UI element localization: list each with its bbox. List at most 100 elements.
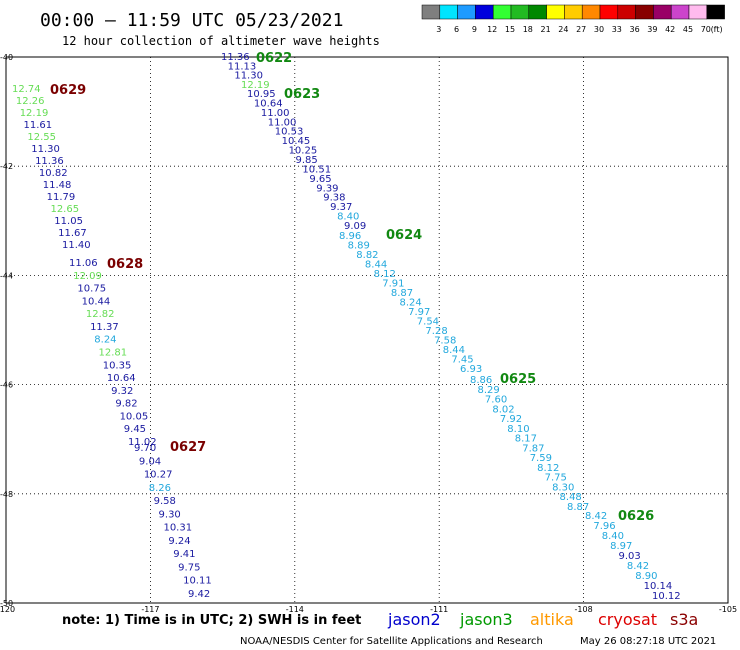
track-0628: 11.0612.0910.7510.4412.8211.378.2412.811…	[69, 257, 157, 448]
wave-height-value: 10.12	[652, 591, 681, 602]
wave-height-value: 11.00	[268, 117, 297, 128]
graticule	[6, 57, 728, 603]
legend-swatch	[421, 4, 441, 20]
wave-height-value: 10.75	[77, 284, 106, 295]
track-0624: 8.968.898.828.448.127.918.878.247.977.54…	[339, 228, 482, 375]
track-0626: 8.427.968.408.979.038.428.9010.1410.1206…	[585, 509, 681, 602]
legend-swatch	[706, 4, 725, 20]
legend-label: 33	[612, 25, 622, 34]
wave-height-value: 8.42	[627, 561, 649, 572]
legend-label: 9	[472, 25, 477, 34]
wave-height-value: 7.97	[408, 307, 430, 318]
wave-height-value: 8.26	[149, 483, 171, 494]
latitude-label: -50	[0, 599, 13, 608]
credit-text: NOAA/NESDIS Center for Satellite Applica…	[240, 636, 543, 647]
legend-swatch	[457, 4, 476, 20]
wave-height-value: 7.54	[417, 317, 439, 328]
wave-height-value: 10.35	[103, 360, 132, 371]
wave-height-value: 9.24	[168, 536, 190, 547]
wave-height-value: 9.70	[134, 443, 156, 454]
wave-height-value: 10.53	[275, 127, 304, 138]
track-0623: 10.9510.6411.0011.0010.5310.4510.259.851…	[247, 87, 366, 232]
legend-label: 3	[436, 25, 441, 34]
wave-height-value: 12.55	[27, 132, 56, 143]
latitude-label: -44	[0, 271, 13, 280]
wave-height-value: 8.02	[492, 404, 514, 415]
altimeter-tracks: 12.7412.2612.1911.6112.5511.3011.3610.82…	[12, 51, 681, 602]
wave-height-value: 9.03	[619, 551, 641, 562]
wave-height-value: 8.24	[400, 298, 422, 309]
wave-height-value: 6.93	[460, 364, 482, 375]
wave-height-value: 11.00	[261, 108, 290, 119]
wave-height-value: 9.39	[316, 183, 338, 194]
legend-label: 42	[665, 25, 675, 34]
satellite-name: jason3	[459, 610, 513, 629]
legend-swatch	[439, 4, 458, 20]
wave-height-value: 11.37	[90, 322, 119, 333]
legend-swatch	[528, 4, 547, 20]
wave-height-value: 9.30	[159, 509, 181, 520]
legend-label: 6	[454, 25, 459, 34]
wave-height-value: 8.10	[507, 424, 529, 435]
wave-height-value: 8.90	[635, 571, 657, 582]
wave-height-value: 10.25	[289, 146, 318, 157]
wave-height-value: 10.11	[183, 576, 212, 587]
longitude-label: -108	[575, 605, 593, 614]
wave-height-value: 9.09	[344, 221, 366, 232]
latitude-labels: -40 -42 -44 -46 -48 -50	[0, 53, 13, 608]
longitude-label: -111	[430, 605, 448, 614]
wave-height-value: 12.65	[50, 204, 79, 215]
wave-height-value: 11.05	[54, 216, 83, 227]
wave-height-value: 12.82	[86, 309, 115, 320]
wave-height-value: 12.81	[99, 348, 128, 359]
wave-height-value: 9.75	[178, 562, 200, 573]
wave-height-value: 8.40	[337, 212, 359, 223]
wave-height-value: 12.74	[12, 84, 41, 95]
legend-swatch	[581, 4, 601, 20]
pass-label: 0628	[107, 257, 143, 272]
legend-label: 21	[541, 25, 551, 34]
legend-label: 70	[701, 25, 711, 34]
plot-frame	[5, 56, 729, 604]
wave-height-value: 9.04	[139, 456, 161, 467]
legend-label: 39	[647, 25, 657, 34]
wave-height-value: 12.26	[16, 96, 45, 107]
wave-height-value: 11.06	[69, 258, 98, 269]
wave-height-value: 10.44	[82, 296, 111, 307]
plot-border	[5, 56, 729, 604]
track-0627: 9.70 9.04 10.27 8.26 9.58 9.30 10.31 9.24 9.41 9.…	[134, 440, 212, 600]
wave-height-value: 11.48	[43, 180, 72, 191]
wave-height-value: 12.19	[241, 80, 270, 91]
pass-label: 0629	[50, 83, 86, 98]
wave-height-value: 8.40	[602, 531, 624, 542]
wave-height-value: 8.29	[477, 385, 499, 396]
longitude-label: -120	[0, 605, 15, 614]
wave-height-value: 9.38	[323, 193, 345, 204]
wave-height-value: 12.19	[20, 108, 49, 119]
wave-height-value: 9.45	[124, 424, 146, 435]
legend-swatch	[617, 4, 636, 20]
wave-height-value: 12.09	[73, 271, 102, 282]
legend-label: 24	[558, 25, 568, 34]
legend-label: 30	[594, 25, 604, 34]
wave-height-value: 11.36	[221, 52, 250, 63]
wave-height-value: 11.02	[128, 437, 157, 448]
wave-height-value: 8.97	[610, 541, 632, 552]
wave-height-value: 8.42	[585, 511, 607, 522]
wave-height-value: 8.87	[391, 288, 413, 299]
wave-height-value: 8.30	[552, 482, 574, 493]
wave-height-value: 7.45	[451, 355, 473, 366]
footer-note: note: 1) Time is in UTC; 2) SWH is in fe…	[62, 613, 361, 628]
timestamp-text: May 26 08:27:18 UTC 2021	[580, 636, 716, 647]
legend-swatch	[564, 4, 583, 20]
wave-height-value: 10.64	[107, 373, 136, 384]
wave-height-value: 10.51	[302, 164, 331, 175]
pass-label: 0627	[170, 440, 206, 455]
legend-label: 36	[630, 25, 640, 34]
legend-swatch	[653, 4, 672, 20]
wave-height-value: 9.32	[111, 386, 133, 397]
latitude-label: -40	[0, 53, 13, 62]
wave-height-value: 8.87	[567, 502, 589, 513]
wave-height-value: 8.17	[515, 434, 537, 445]
